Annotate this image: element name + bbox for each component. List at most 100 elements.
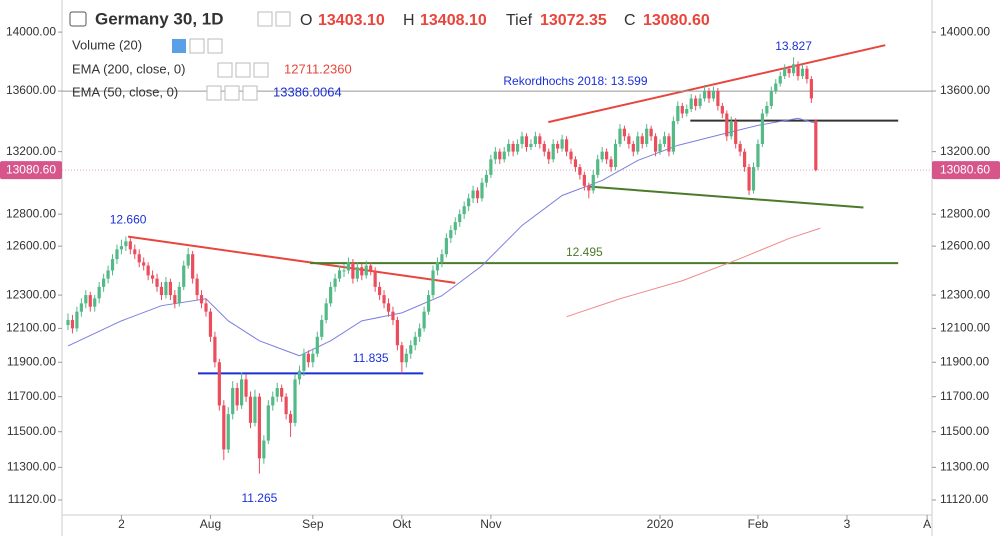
y-tick-label: 13600.00: [6, 83, 56, 97]
candle-body: [320, 320, 324, 337]
candle-body: [244, 379, 248, 397]
volume-label: Volume (20): [72, 37, 142, 52]
y-tick-label: 12300.00: [940, 287, 990, 301]
candle-body: [329, 286, 333, 304]
x-tick-label: Feb: [748, 517, 769, 531]
candle-body: [266, 405, 270, 441]
annotation: 11.835: [353, 351, 389, 365]
collapse-icon[interactable]: [69, 11, 87, 27]
eye-icon[interactable]: [217, 62, 233, 78]
candle-body: [110, 259, 115, 271]
candle-body: [391, 311, 395, 321]
candle-body: [355, 267, 359, 279]
candle-body: [805, 68, 809, 80]
candle-body: [168, 281, 172, 296]
annotation: Rekordhochs 2018: 13.599: [503, 74, 647, 88]
candle-body: [738, 143, 742, 152]
gear-icon[interactable]: [275, 11, 291, 27]
y-tick-label: 12800.00: [940, 206, 990, 220]
candle-body: [774, 83, 778, 91]
x-tick-label: A: [923, 517, 931, 531]
ema50-label: EMA (50, close, 0): [72, 84, 178, 99]
y-tick-label: 13200.00: [6, 144, 56, 158]
candle-body: [734, 121, 738, 144]
candle-body: [146, 265, 150, 276]
candle-body: [471, 190, 475, 199]
candle-body: [778, 76, 782, 84]
y-tick-label: 11120.00: [8, 492, 57, 506]
candle-body: [716, 90, 720, 106]
candle-body: [333, 278, 337, 287]
candle-body: [662, 136, 667, 144]
eye-icon[interactable]: [206, 85, 222, 101]
candle-body: [186, 254, 190, 266]
candle-body: [369, 265, 373, 271]
y-tick-label: 14000.00: [6, 24, 56, 38]
candle-body: [413, 336, 417, 346]
candle-body: [364, 265, 368, 276]
candle-body: [533, 136, 537, 144]
candle-body: [235, 388, 239, 406]
candle-body: [787, 68, 791, 74]
eye-icon[interactable]: [172, 39, 186, 53]
plot: 12.660 11.835 11.265 12.495 13.827 Rekordhoch…: [62, 39, 932, 505]
candle-body: [751, 167, 756, 191]
candle-body: [311, 353, 315, 363]
gear-icon[interactable]: [235, 62, 251, 78]
candle-body: [93, 298, 97, 307]
candle-body: [155, 278, 159, 287]
close-icon[interactable]: [242, 85, 258, 101]
y-tick-label: 11700.00: [940, 389, 989, 403]
close-icon[interactable]: [253, 62, 269, 78]
candle-body: [404, 353, 408, 363]
candle-body: [182, 265, 186, 287]
candle-body: [694, 98, 698, 106]
candle-body: [444, 238, 448, 255]
candle-body: [133, 249, 137, 255]
candle-body: [698, 98, 702, 106]
annotation: 13.827: [775, 39, 812, 53]
eye-icon[interactable]: [257, 11, 273, 27]
candle-body: [747, 167, 751, 191]
candle-body: [253, 396, 257, 423]
candle-body: [409, 345, 413, 354]
candle-body: [613, 143, 618, 168]
candle-body: [547, 151, 551, 160]
candle-body: [689, 98, 693, 109]
candle-body: [302, 353, 306, 371]
candle-body: [591, 174, 595, 191]
candle-body: [297, 370, 302, 380]
candle-body: [262, 440, 266, 459]
candle-body: [226, 414, 230, 450]
candle-body: [222, 405, 226, 450]
last-price-label: 13080.60: [6, 162, 56, 176]
last-price-badge: 13080.60: [0, 161, 62, 180]
close-icon[interactable]: [207, 38, 223, 54]
candle-body: [204, 303, 208, 312]
candle-body: [622, 128, 627, 137]
candle-body: [453, 222, 457, 231]
gear-icon[interactable]: [189, 38, 205, 54]
x-tick-label: Aug: [200, 517, 221, 531]
candle-body: [435, 262, 440, 271]
candle-body: [627, 136, 631, 144]
x-tick-label: Nov: [480, 517, 501, 531]
y-tick-label: 11120.00: [940, 492, 989, 506]
open-value: 13403.10: [318, 12, 385, 29]
candle-body: [640, 136, 644, 144]
candle-body: [75, 311, 79, 329]
y-tick-label: 12100.00: [6, 321, 56, 335]
candle-body: [636, 136, 640, 152]
candle-body: [373, 270, 377, 287]
candle-body: [137, 254, 141, 263]
candle-body: [293, 379, 297, 423]
y-tick-label: 12600.00: [6, 238, 56, 252]
candle-body: [128, 241, 132, 250]
candle-body: [756, 143, 760, 168]
last-price-badge: 13080.60: [932, 161, 1000, 180]
candle-body: [551, 143, 555, 160]
candle-body: [769, 90, 773, 106]
gear-icon[interactable]: [224, 85, 240, 101]
